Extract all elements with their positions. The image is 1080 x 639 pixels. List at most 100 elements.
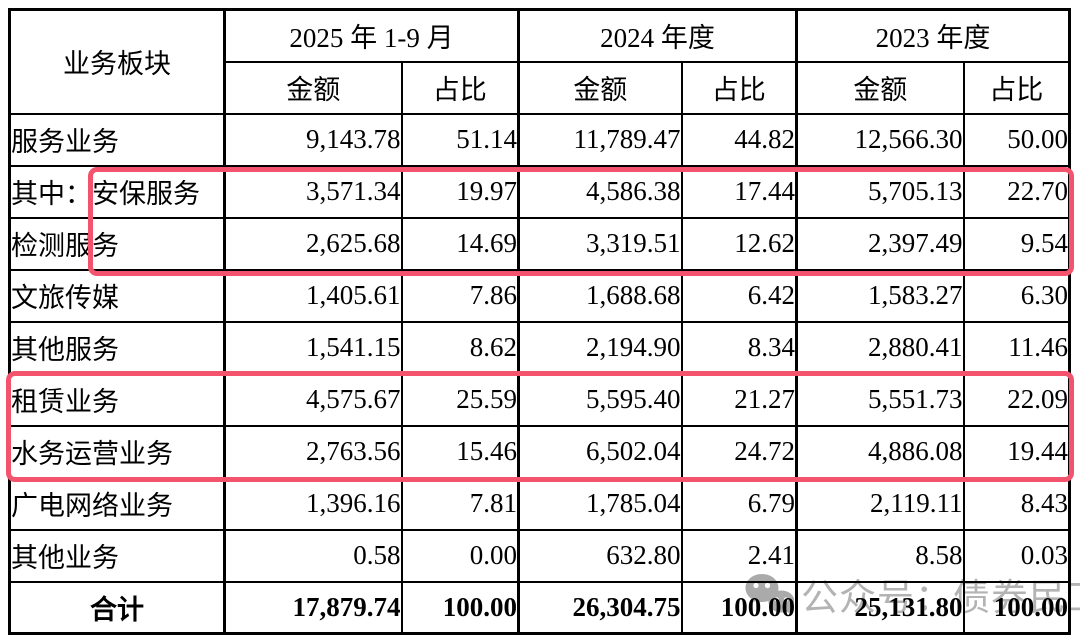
header-row-periods: 业务板块 2025 年 1-9 月 2024 年度 2023 年度: [8, 8, 1071, 115]
segment-cell: 合计: [8, 580, 226, 635]
table-row-leasing-business: 租赁业务 4,575.67 25.59 5,595.40 21.27 5,551…: [8, 372, 1071, 427]
amount-2024-cell: 1,688.68: [517, 268, 683, 323]
segment-label: 服务业务: [11, 127, 120, 157]
amount-2023-cell: 25,131.80: [795, 580, 965, 635]
amount-2025-cell: 1,405.61: [223, 268, 403, 323]
table-row-total: 合计 17,879.74 100.00 26,304.75 100.00 25,…: [8, 580, 1071, 635]
segment-cell: 检测服务: [8, 216, 226, 271]
segment-label: 安保服务: [92, 179, 200, 209]
ratio-2023-cell: 9.54: [962, 216, 1071, 271]
ratio-2023-cell: 11.46: [962, 320, 1071, 375]
header-row-measures: 金额 占比 金额 占比 金额 占比: [10, 60, 1071, 115]
segment-label: 其他服务: [11, 335, 120, 365]
header-ratio-2025: 占比: [400, 60, 520, 115]
ratio-2024-cell: 6.79: [680, 476, 798, 531]
ratio-2024-cell: 8.34: [680, 320, 798, 375]
segment-label: 租赁业务: [11, 387, 120, 417]
ratio-2023-cell: 22.09: [962, 372, 1071, 427]
header-ratio-2024: 占比: [680, 60, 798, 115]
header-ratio-2023: 占比: [962, 60, 1071, 115]
ratio-2023-cell: 100.00: [962, 580, 1071, 635]
ratio-2025-cell: 0.00: [400, 528, 520, 583]
segment-cell: 广电网络业务: [8, 476, 226, 531]
ratio-2024-cell: 12.62: [680, 216, 798, 271]
corner-header: 业务板块: [8, 8, 226, 115]
amount-2024-cell: 2,194.90: [517, 320, 683, 375]
amount-2023-cell: 5,551.73: [795, 372, 965, 427]
amount-2025-cell: 1,541.15: [223, 320, 403, 375]
segment-label: 合计: [90, 594, 144, 625]
segment-cell: 文旅传媒: [8, 268, 226, 323]
table-row-broadcast-network-business: 广电网络业务 1,396.16 7.81 1,785.04 6.79 2,119…: [8, 476, 1071, 531]
amount-2025-cell: 0.58: [223, 528, 403, 583]
ratio-2024-cell: 24.72: [680, 424, 798, 479]
ratio-2023-cell: 8.43: [962, 476, 1071, 531]
table-row-services: 服务业务 9,143.78 51.14 11,789.47 44.82 12,5…: [8, 112, 1071, 167]
segment-cell: 其他服务: [8, 320, 226, 375]
ratio-2025-cell: 7.81: [400, 476, 520, 531]
amount-2025-cell: 9,143.78: [223, 112, 403, 167]
table-row-security-service: 其中：安保服务 3,571.34 19.97 4,586.38 17.44 5,…: [8, 164, 1071, 219]
amount-2025-cell: 2,763.56: [223, 424, 403, 479]
ratio-2024-cell: 6.42: [680, 268, 798, 323]
segment-label: 文旅传媒: [11, 283, 120, 313]
amount-2023-cell: 5,705.13: [795, 164, 965, 219]
colgroup-2025: 2025 年 1-9 月: [223, 8, 520, 63]
ratio-2023-cell: 50.00: [962, 112, 1071, 167]
ratio-2025-cell: 15.46: [400, 424, 520, 479]
segment-cell: 其他业务: [8, 528, 226, 583]
table-row-culture-tourism-media: 文旅传媒 1,405.61 7.86 1,688.68 6.42 1,583.2…: [8, 268, 1071, 323]
table-row-testing-service: 检测服务 2,625.68 14.69 3,319.51 12.62 2,397…: [8, 216, 1071, 271]
amount-2024-cell: 6,502.04: [517, 424, 683, 479]
business-segment-table: 业务板块 2025 年 1-9 月 2024 年度 2023 年度 金额 占比 …: [8, 8, 1071, 635]
ratio-2025-cell: 100.00: [400, 580, 520, 635]
ratio-2024-cell: 21.27: [680, 372, 798, 427]
amount-2024-cell: 632.80: [517, 528, 683, 583]
segment-cell: 其中：安保服务: [8, 164, 226, 219]
ratio-2025-cell: 51.14: [400, 112, 520, 167]
amount-2025-cell: 1,396.16: [223, 476, 403, 531]
amount-2024-cell: 11,789.47: [517, 112, 683, 167]
amount-2023-cell: 2,880.41: [795, 320, 965, 375]
ratio-2024-cell: 2.41: [680, 528, 798, 583]
header-amount-2024: 金额: [517, 60, 683, 115]
wechat-icon: [745, 574, 794, 614]
amount-2023-cell: 4,886.08: [795, 424, 965, 479]
header-amount-2023: 金额: [795, 60, 965, 115]
segment-label: 广电网络业务: [11, 491, 174, 521]
amount-2024-cell: 3,319.51: [517, 216, 683, 271]
amount-2023-cell: 2,397.49: [795, 216, 965, 271]
amount-2024-cell: 1,785.04: [517, 476, 683, 531]
segment-cell: 水务运营业务: [8, 424, 226, 479]
segment-cell: 租赁业务: [8, 372, 226, 427]
ratio-2025-cell: 7.86: [400, 268, 520, 323]
amount-2024-cell: 5,595.40: [517, 372, 683, 427]
ratio-2025-cell: 19.97: [400, 164, 520, 219]
table-row-other-services: 其他服务 1,541.15 8.62 2,194.90 8.34 2,880.4…: [8, 320, 1071, 375]
ratio-2023-cell: 19.44: [962, 424, 1071, 479]
colgroup-2023: 2023 年度: [795, 8, 1071, 63]
ratio-2024-cell: 44.82: [680, 112, 798, 167]
segment-label: 检测服务: [11, 231, 120, 261]
table-row-water-operation-business: 水务运营业务 2,763.56 15.46 6,502.04 24.72 4,8…: [8, 424, 1071, 479]
amount-2023-cell: 12,566.30: [795, 112, 965, 167]
ratio-2025-cell: 8.62: [400, 320, 520, 375]
colgroup-2024: 2024 年度: [517, 8, 798, 63]
ratio-2024-cell: 17.44: [680, 164, 798, 219]
ratio-2025-cell: 14.69: [400, 216, 520, 271]
amount-2025-cell: 2,625.68: [223, 216, 403, 271]
amount-2025-cell: 4,575.67: [223, 372, 403, 427]
table-row-other-business: 其他业务 0.58 0.00 632.80 2.41 8.58 0.03: [8, 528, 1071, 583]
ratio-2025-cell: 25.59: [400, 372, 520, 427]
ratio-2023-cell: 6.30: [962, 268, 1071, 323]
amount-2024-cell: 26,304.75: [517, 580, 683, 635]
amount-2025-cell: 3,571.34: [223, 164, 403, 219]
amount-2024-cell: 4,586.38: [517, 164, 683, 219]
watermark-text: 公众号：债券民工: [801, 578, 1080, 619]
watermark: 公众号：债券民工: [744, 567, 1080, 621]
amount-2025-cell: 17,879.74: [223, 580, 403, 635]
segment-label: 水务运营业务: [11, 439, 174, 469]
segment-label: 其他业务: [11, 543, 120, 573]
header-amount-2025: 金额: [223, 60, 403, 115]
amount-2023-cell: 1,583.27: [795, 268, 965, 323]
